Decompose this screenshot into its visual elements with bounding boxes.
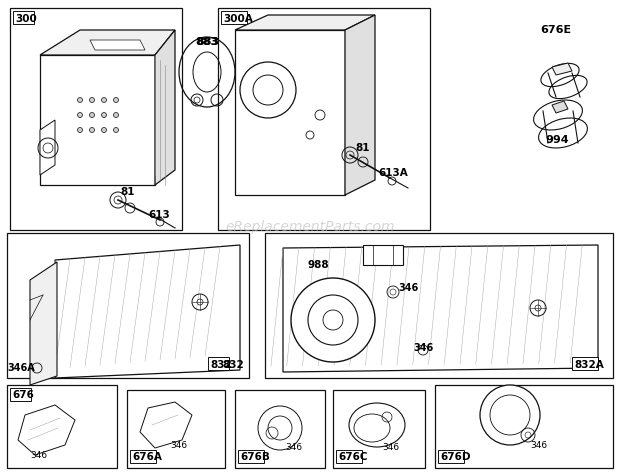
Text: 676E: 676E [540, 25, 571, 35]
Text: 81: 81 [120, 187, 135, 197]
Bar [7, 385, 117, 468]
Bar [10, 388, 30, 401]
Text: 988: 988 [308, 260, 330, 270]
Circle shape [89, 113, 94, 117]
Circle shape [78, 127, 82, 133]
Bar [10, 8, 182, 230]
Text: 346: 346 [170, 440, 187, 449]
Text: 676B: 676B [240, 453, 270, 463]
Bar [435, 385, 613, 468]
Polygon shape [18, 405, 75, 455]
Bar [235, 390, 325, 468]
Circle shape [102, 127, 107, 133]
Polygon shape [345, 15, 375, 195]
Text: 346: 346 [30, 450, 47, 459]
Text: 676A: 676A [132, 453, 162, 463]
Bar [572, 357, 598, 370]
Bar [130, 450, 156, 463]
Bar [238, 450, 264, 463]
Circle shape [113, 127, 118, 133]
Text: 832A: 832A [574, 360, 604, 370]
Polygon shape [552, 101, 568, 113]
Text: 346: 346 [530, 440, 547, 449]
Circle shape [291, 278, 375, 362]
Text: 346A: 346A [7, 363, 35, 373]
Text: eReplacementParts.com: eReplacementParts.com [225, 220, 395, 235]
Text: 346: 346 [413, 343, 433, 353]
Text: 346: 346 [285, 444, 302, 453]
Polygon shape [235, 15, 375, 30]
Polygon shape [40, 30, 175, 55]
Text: 832: 832 [222, 360, 244, 370]
Text: 346: 346 [398, 283, 419, 293]
Text: 832: 832 [210, 360, 232, 370]
Circle shape [113, 97, 118, 103]
Polygon shape [90, 40, 145, 50]
Circle shape [89, 97, 94, 103]
Text: 300A: 300A [223, 13, 253, 23]
Text: 676D: 676D [440, 453, 471, 463]
Text: 613: 613 [148, 210, 170, 220]
Text: 81: 81 [355, 143, 370, 153]
Bar [7, 233, 249, 378]
Polygon shape [55, 245, 240, 378]
Bar [208, 357, 229, 370]
Circle shape [102, 97, 107, 103]
Bar [13, 11, 33, 24]
Circle shape [480, 385, 540, 445]
Circle shape [102, 113, 107, 117]
Circle shape [89, 127, 94, 133]
Bar [127, 390, 225, 468]
Bar [336, 450, 362, 463]
Polygon shape [30, 262, 57, 385]
Text: 994: 994 [545, 135, 569, 145]
Polygon shape [140, 402, 192, 448]
Text: 676: 676 [12, 390, 34, 400]
Polygon shape [40, 55, 155, 185]
Bar [218, 8, 430, 230]
Bar [333, 390, 425, 468]
Polygon shape [235, 30, 345, 195]
Circle shape [113, 113, 118, 117]
Text: 883: 883 [196, 37, 219, 47]
Polygon shape [363, 245, 403, 265]
Circle shape [78, 113, 82, 117]
Bar [438, 450, 464, 463]
Text: 883: 883 [195, 37, 218, 47]
Text: 613A: 613A [378, 168, 408, 178]
Text: 300: 300 [15, 13, 37, 23]
Circle shape [78, 97, 82, 103]
Polygon shape [552, 63, 572, 75]
Text: 346: 346 [382, 443, 399, 452]
Polygon shape [40, 120, 55, 175]
Polygon shape [283, 245, 598, 372]
Text: 676C: 676C [338, 453, 368, 463]
Bar [221, 11, 247, 24]
Bar [265, 233, 613, 378]
Polygon shape [155, 30, 175, 185]
